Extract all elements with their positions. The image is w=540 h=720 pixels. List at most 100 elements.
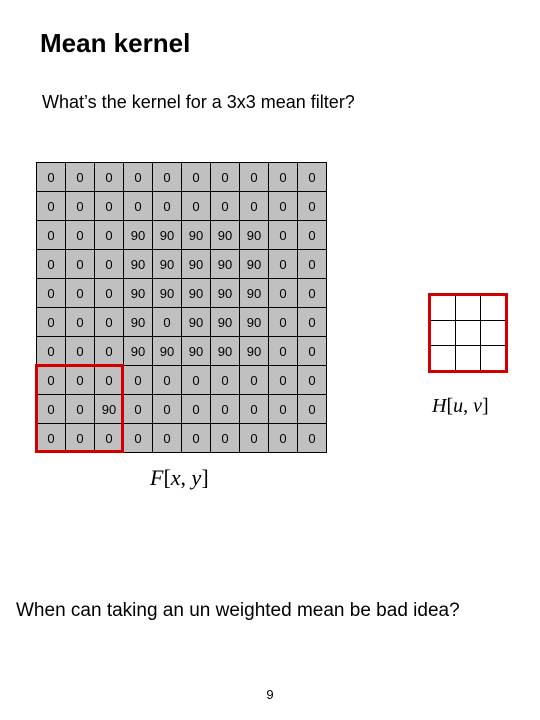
- grid-cell: 0: [182, 395, 211, 424]
- bottom-question: When can taking an un weighted mean be b…: [16, 600, 460, 622]
- kernel-cell: [431, 321, 456, 346]
- grid-cell: 0: [37, 395, 66, 424]
- grid-cell: 0: [269, 424, 298, 453]
- grid-cell: 0: [66, 308, 95, 337]
- grid-cell: 0: [211, 192, 240, 221]
- grid-cell: 90: [211, 250, 240, 279]
- grid-cell: 0: [269, 279, 298, 308]
- grid-cell: 90: [211, 221, 240, 250]
- grid-cell: 90: [182, 250, 211, 279]
- grid-cell: 0: [37, 192, 66, 221]
- grid-cell: 0: [298, 279, 327, 308]
- grid-cell: 0: [95, 308, 124, 337]
- grid-cell: 0: [182, 192, 211, 221]
- kernel-cell: [481, 296, 506, 321]
- grid-cell: 0: [124, 192, 153, 221]
- grid-cell: 0: [66, 395, 95, 424]
- grid-cell: 0: [153, 424, 182, 453]
- grid-cell: 0: [95, 366, 124, 395]
- grid-cell: 0: [124, 366, 153, 395]
- grid-cell: 0: [95, 250, 124, 279]
- grid-cell: 0: [95, 163, 124, 192]
- grid-cell: 90: [211, 279, 240, 308]
- grid-cell: 0: [240, 192, 269, 221]
- grid-cell: 0: [298, 366, 327, 395]
- grid-cell: 0: [298, 395, 327, 424]
- kernel-cell: [456, 321, 481, 346]
- grid-cell: 90: [240, 250, 269, 279]
- grid-cell: 0: [211, 424, 240, 453]
- grid-cell: 0: [182, 366, 211, 395]
- grid-cell: 0: [66, 279, 95, 308]
- grid-cell: 0: [153, 308, 182, 337]
- slide-title: Mean kernel: [40, 28, 190, 59]
- grid-cell: 0: [269, 337, 298, 366]
- grid-cell: 0: [211, 395, 240, 424]
- grid-cell: 90: [153, 250, 182, 279]
- grid-cell: 0: [269, 250, 298, 279]
- grid-cell: 0: [66, 221, 95, 250]
- grid-cell: 0: [95, 279, 124, 308]
- grid-cell: 0: [298, 250, 327, 279]
- grid-cell: 0: [240, 395, 269, 424]
- grid-cell: 90: [124, 308, 153, 337]
- grid-cell: 0: [66, 163, 95, 192]
- slide-subtitle: What’s the kernel for a 3x3 mean filter?: [42, 92, 355, 113]
- grid-cell: 0: [66, 366, 95, 395]
- grid-cell: 0: [269, 366, 298, 395]
- grid-cell: 0: [211, 163, 240, 192]
- grid-cell: 90: [211, 308, 240, 337]
- grid-cell: 0: [37, 366, 66, 395]
- h-label: H[u, v]: [432, 395, 489, 418]
- kernel-grid: [430, 295, 506, 371]
- grid-cell: 90: [182, 337, 211, 366]
- grid-cell: 0: [269, 395, 298, 424]
- grid-cell: 90: [153, 279, 182, 308]
- grid-cell: 0: [66, 250, 95, 279]
- kernel-cell: [431, 346, 456, 371]
- grid-cell: 0: [124, 395, 153, 424]
- grid-cell: 90: [95, 395, 124, 424]
- kernel-cell: [481, 321, 506, 346]
- grid-cell: 0: [240, 163, 269, 192]
- grid-cell: 0: [95, 192, 124, 221]
- image-grid-container: 0000000000000000000000090909090900000090…: [36, 162, 327, 453]
- grid-cell: 0: [298, 163, 327, 192]
- grid-cell: 90: [153, 221, 182, 250]
- grid-cell: 0: [66, 424, 95, 453]
- image-grid: 0000000000000000000000090909090900000090…: [36, 162, 327, 453]
- grid-cell: 90: [182, 308, 211, 337]
- grid-cell: 0: [153, 192, 182, 221]
- kernel-cell: [456, 296, 481, 321]
- kernel-cell: [481, 346, 506, 371]
- grid-cell: 0: [37, 250, 66, 279]
- grid-cell: 0: [124, 424, 153, 453]
- f-label: F[x, y]: [150, 465, 209, 491]
- page-number: 9: [0, 687, 540, 702]
- grid-cell: 0: [298, 221, 327, 250]
- grid-cell: 0: [37, 279, 66, 308]
- grid-cell: 90: [240, 308, 269, 337]
- grid-cell: 0: [37, 424, 66, 453]
- grid-cell: 0: [298, 337, 327, 366]
- grid-cell: 90: [240, 337, 269, 366]
- grid-cell: 0: [269, 221, 298, 250]
- grid-cell: 0: [124, 163, 153, 192]
- grid-cell: 0: [37, 308, 66, 337]
- grid-cell: 0: [95, 221, 124, 250]
- grid-cell: 0: [95, 424, 124, 453]
- grid-cell: 0: [298, 192, 327, 221]
- grid-cell: 0: [269, 308, 298, 337]
- grid-cell: 0: [153, 395, 182, 424]
- grid-cell: 90: [240, 279, 269, 308]
- grid-cell: 0: [37, 221, 66, 250]
- grid-cell: 0: [211, 366, 240, 395]
- grid-cell: 0: [37, 337, 66, 366]
- grid-cell: 0: [182, 424, 211, 453]
- grid-cell: 0: [95, 337, 124, 366]
- grid-cell: 90: [124, 337, 153, 366]
- grid-cell: 0: [66, 337, 95, 366]
- kernel-cell: [431, 296, 456, 321]
- kernel-cell: [456, 346, 481, 371]
- grid-cell: 0: [37, 163, 66, 192]
